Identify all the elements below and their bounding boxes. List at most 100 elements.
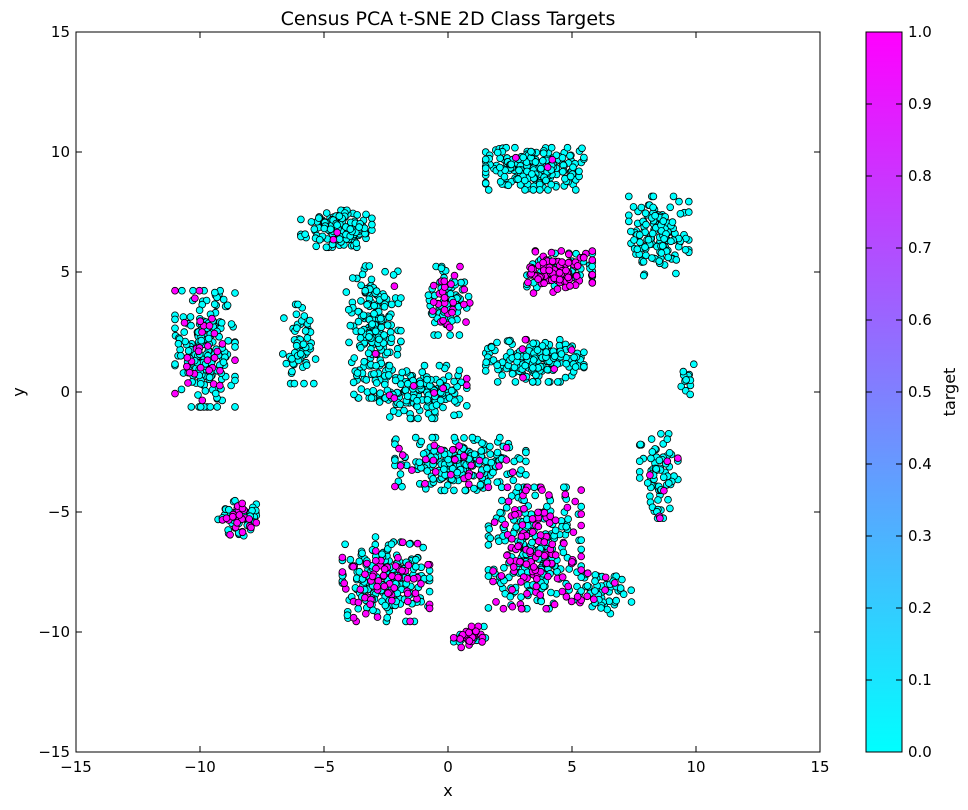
- scatter-point: [185, 368, 194, 377]
- scatter-point: [361, 609, 370, 618]
- scatter-point: [398, 368, 407, 377]
- scatter-point: [591, 577, 599, 585]
- scatter-point: [350, 390, 358, 399]
- scatter-point: [567, 597, 576, 606]
- scatter-point: [561, 373, 570, 382]
- scatter-point: [546, 512, 555, 520]
- scatter-point: [635, 231, 644, 239]
- scatter-point: [569, 163, 577, 172]
- scatter-point: [296, 350, 305, 358]
- scatter-point: [342, 288, 351, 296]
- scatter-point: [578, 144, 586, 153]
- x-tick-label: −10: [184, 758, 216, 776]
- scatter-point: [371, 547, 380, 555]
- scatter-point: [481, 367, 490, 375]
- y-axis: −15 −10 −5 0 5 10 15: [38, 23, 820, 761]
- scatter-point: [659, 217, 668, 225]
- scatter-point: [371, 349, 380, 358]
- scatter-point: [517, 593, 525, 601]
- scatter-point: [196, 363, 205, 372]
- scatter-point: [231, 376, 239, 385]
- scatter-point: [424, 560, 432, 569]
- scatter-point: [496, 508, 504, 517]
- scatter-point: [309, 379, 318, 388]
- scatter-point: [532, 371, 540, 379]
- scatter-point: [383, 613, 392, 622]
- scatter-point: [648, 448, 657, 456]
- scatter-point: [507, 534, 516, 543]
- scatter-point: [577, 587, 585, 595]
- scatter-point: [393, 350, 402, 359]
- scatter-point: [655, 456, 664, 465]
- scatter-point: [208, 314, 216, 323]
- scatter-point: [583, 582, 592, 590]
- scatter-point: [551, 516, 560, 525]
- scatter-point: [356, 585, 365, 594]
- y-tick-label: −5: [48, 503, 70, 521]
- scatter-point: [522, 470, 530, 479]
- scatter-point: [477, 447, 486, 455]
- scatter-point: [465, 637, 474, 645]
- scatter-point: [439, 316, 447, 325]
- scatter-point: [303, 334, 312, 342]
- scatter-point: [368, 214, 376, 223]
- scatter-point: [562, 592, 571, 601]
- scatter-point: [278, 350, 287, 358]
- scatter-point: [211, 389, 220, 398]
- scatter-point: [644, 235, 653, 244]
- scatter-point: [583, 569, 592, 577]
- colorbar-tick-label: 0.0: [908, 743, 932, 761]
- scatter-point: [440, 293, 449, 302]
- scatter-point: [464, 472, 473, 481]
- scatter-point: [300, 312, 309, 320]
- scatter-point: [201, 387, 210, 395]
- scatter-point: [219, 295, 228, 304]
- scatter-point: [564, 250, 573, 259]
- scatter-point: [440, 277, 449, 286]
- scatter-point: [646, 471, 654, 479]
- scatter-point: [508, 468, 517, 477]
- scatter-point: [459, 452, 468, 460]
- scatter-point: [668, 218, 677, 226]
- scatter-point: [320, 224, 329, 233]
- scatter-point: [493, 448, 502, 457]
- colorbar-tick-label: 0.2: [908, 599, 932, 617]
- scatter-point: [211, 288, 219, 297]
- scatter-point: [436, 396, 445, 405]
- scatter-point: [216, 381, 224, 390]
- x-tick-label: −15: [60, 758, 92, 776]
- scatter-point: [637, 203, 646, 212]
- scatter-point: [522, 560, 531, 568]
- scatter-point: [482, 358, 491, 367]
- scatter-point: [376, 314, 385, 323]
- scatter-point: [411, 433, 420, 442]
- scatter-point: [205, 373, 214, 382]
- scatter-point: [210, 300, 219, 309]
- scatter-point: [341, 540, 349, 549]
- scatter-point: [218, 340, 227, 348]
- scatter-point: [183, 353, 192, 362]
- scatter-point: [498, 371, 506, 380]
- scatter-point: [651, 211, 659, 220]
- scatter-point: [178, 286, 186, 295]
- scatter-point: [425, 574, 434, 582]
- scatter-point: [493, 361, 502, 370]
- scatter-point: [577, 486, 585, 494]
- scatter-point: [529, 563, 538, 571]
- scatter-point: [196, 403, 205, 411]
- scatter-point: [636, 440, 645, 449]
- scatter-point: [335, 235, 344, 243]
- scatter-point: [292, 324, 301, 332]
- scatter-point: [397, 326, 405, 335]
- scatter-point: [372, 379, 381, 387]
- scatter-point: [228, 512, 237, 521]
- scatter-point: [391, 456, 399, 464]
- scatter-point: [462, 374, 471, 383]
- scatter-point: [520, 504, 528, 513]
- scatter-point: [573, 262, 582, 270]
- scatter-point: [588, 279, 597, 287]
- colorbar-tick-label: 0.9: [908, 95, 932, 113]
- scatter-point: [663, 435, 672, 444]
- scatter-point: [352, 239, 361, 248]
- scatter-point: [375, 335, 383, 344]
